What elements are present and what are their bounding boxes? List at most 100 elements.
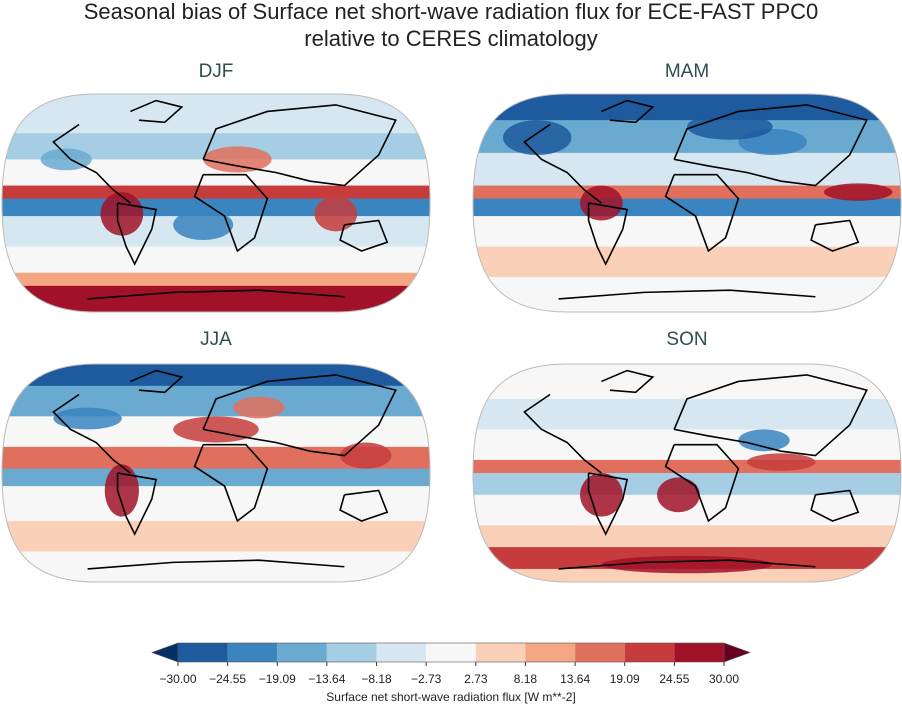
coastline — [523, 393, 602, 474]
field-band — [473, 568, 901, 582]
field-band — [2, 486, 430, 522]
field-patch — [687, 113, 773, 140]
map — [473, 94, 901, 312]
coastline — [810, 489, 860, 522]
colorbar-tick-label: −19.09 — [259, 672, 296, 686]
coastline — [601, 369, 655, 394]
coastline — [339, 489, 389, 522]
colorbar-bin — [326, 643, 377, 662]
coastline — [130, 99, 184, 124]
colorbar-bin — [624, 643, 675, 662]
coastline — [339, 219, 389, 252]
field-patch — [203, 146, 272, 173]
colorbar-tick-label: 30.00 — [709, 672, 739, 686]
colorbar-bin — [376, 643, 427, 662]
coastline — [52, 393, 131, 474]
coastline — [673, 374, 868, 457]
coastline — [587, 472, 629, 536]
field-patch — [746, 453, 816, 471]
field-band — [473, 398, 901, 431]
field-band — [473, 277, 901, 312]
colorbar-tick-label: −13.64 — [308, 672, 345, 686]
colorbar-tick-label: −24.55 — [209, 672, 246, 686]
colorbar-tick-label: −8.18 — [361, 672, 392, 686]
map — [2, 364, 430, 582]
field-patch — [502, 120, 572, 156]
field-band — [2, 246, 430, 274]
coastline — [193, 173, 269, 253]
coastline — [558, 289, 816, 300]
field-patch — [173, 209, 234, 241]
map-outline — [1, 363, 431, 583]
field-patch — [53, 407, 122, 430]
field-band — [2, 272, 430, 287]
coastline — [664, 173, 740, 253]
colorbar-bin — [475, 643, 526, 662]
coastline — [601, 99, 655, 124]
colorbar-bin — [674, 643, 724, 662]
field-band — [473, 246, 901, 279]
field-band — [473, 94, 901, 122]
field-patch — [580, 473, 623, 517]
colorbar-extend-high — [723, 642, 751, 663]
field-patch — [173, 416, 259, 443]
field-patch — [100, 192, 144, 236]
colorbar-tick-label: 13.64 — [560, 672, 590, 686]
colorbar-frame — [177, 642, 725, 663]
field-band — [473, 152, 901, 187]
title-line: relative to CERES climatology — [304, 26, 597, 51]
field-patch — [601, 555, 773, 574]
field-band — [473, 459, 901, 474]
field-band — [473, 185, 901, 200]
field-band — [2, 185, 430, 200]
coastline — [87, 559, 345, 570]
field-band — [2, 551, 430, 582]
colorbar-bin — [277, 643, 327, 662]
field-patch — [104, 464, 139, 517]
panel-title: JJA — [200, 329, 232, 350]
field-patch — [40, 148, 92, 171]
panel-title: MAM — [665, 61, 709, 82]
coastline — [558, 559, 816, 570]
coastline — [87, 289, 345, 300]
coastline — [810, 219, 860, 252]
colorbar-bin — [227, 643, 278, 662]
map-outline — [1, 93, 431, 313]
field-band — [2, 468, 430, 488]
field-patch — [657, 477, 700, 513]
coastline — [587, 202, 629, 266]
coastline — [523, 123, 602, 204]
field-band — [473, 216, 901, 248]
panel-title: SON — [666, 329, 707, 350]
field-patch — [823, 183, 893, 201]
map-outline — [472, 363, 902, 583]
coastline — [193, 443, 269, 523]
colorbar-tick-label: 2.73 — [464, 672, 488, 686]
field-band — [2, 364, 430, 387]
colorbar-label: Surface net short-wave radiation flux [W… — [326, 690, 575, 704]
field-band — [2, 520, 430, 553]
coastline — [202, 104, 397, 187]
title-line: Seasonal bias of Surface net short-wave … — [84, 0, 819, 24]
field-band — [473, 525, 901, 549]
colorbar-bin — [178, 643, 228, 662]
field-patch — [340, 442, 392, 469]
colorbar-tick-label: 19.09 — [610, 672, 640, 686]
map-outline — [472, 93, 902, 313]
field-patch — [233, 396, 285, 419]
field-patch — [738, 429, 790, 452]
colorbar-bin — [575, 643, 625, 662]
coastline — [673, 104, 868, 187]
field-band — [473, 198, 901, 218]
colorbar-extend-low — [151, 642, 179, 663]
colorbar-tick-label: −30.00 — [159, 672, 196, 686]
coastline — [664, 443, 740, 523]
field-band — [473, 364, 901, 400]
coastline — [130, 369, 184, 394]
coastline — [116, 472, 158, 536]
coastline — [116, 202, 158, 266]
colorbar-bin — [525, 643, 576, 662]
colorbar-tick-label: 24.55 — [659, 672, 689, 686]
colorbar-tick-label: 8.18 — [514, 672, 538, 686]
